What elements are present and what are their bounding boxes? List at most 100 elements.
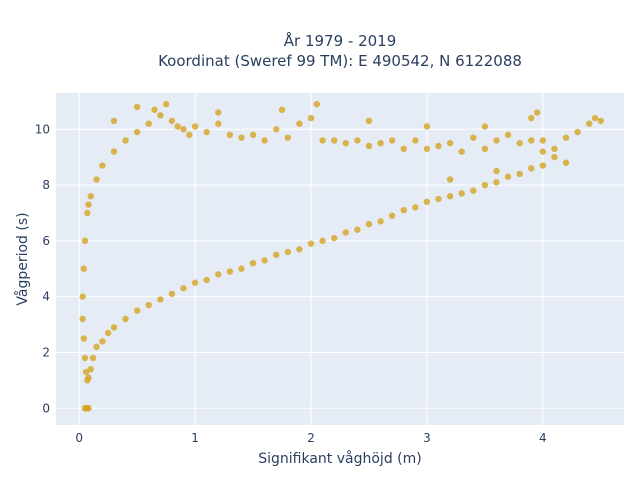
data-point [145, 120, 152, 127]
data-point [81, 354, 89, 362]
data-point [82, 368, 90, 376]
data-point [504, 173, 512, 180]
data-point [504, 131, 512, 139]
data-point [186, 131, 193, 139]
data-point [342, 140, 349, 147]
data-point [278, 106, 286, 113]
data-point [215, 271, 222, 278]
x-tick-label: 0 [75, 431, 83, 445]
data-point [79, 293, 86, 300]
data-point [81, 237, 89, 245]
data-point [89, 354, 97, 362]
data-point [458, 190, 465, 197]
data-point [470, 187, 477, 194]
data-point [87, 366, 94, 373]
data-point [145, 301, 152, 309]
data-point [157, 112, 164, 119]
data-point [400, 145, 407, 152]
chart-title-line1: År 1979 - 2019 [284, 31, 397, 50]
data-point [226, 131, 234, 139]
data-point [319, 137, 326, 144]
data-point [365, 142, 373, 150]
data-point [400, 206, 407, 214]
data-point [79, 315, 86, 323]
data-point [157, 296, 164, 303]
data-point [423, 123, 431, 130]
data-point [516, 170, 523, 178]
data-point [533, 109, 541, 116]
data-point [528, 137, 535, 144]
data-point [528, 165, 535, 172]
y-tick-label: 2 [42, 345, 50, 359]
data-point [586, 120, 593, 127]
data-point [435, 142, 442, 150]
data-point [238, 134, 245, 141]
data-point [481, 123, 489, 130]
data-point [377, 140, 384, 147]
data-point [551, 153, 558, 161]
data-point [388, 212, 396, 219]
tick-labels: 0 1 2 3 4 0 2 4 6 8 10 [35, 122, 547, 445]
data-point [85, 201, 92, 208]
data-point [226, 268, 234, 275]
data-point [80, 335, 88, 342]
data-point [331, 137, 338, 144]
data-point [423, 198, 431, 206]
data-point [99, 162, 106, 169]
data-point [284, 134, 292, 141]
data-point [273, 126, 280, 133]
data-point [458, 148, 465, 155]
data-point [203, 276, 210, 284]
data-point [377, 218, 384, 225]
y-tick-label: 0 [42, 401, 50, 415]
data-point [342, 229, 349, 236]
data-point [296, 120, 303, 127]
data-point [87, 193, 94, 200]
data-point [597, 117, 605, 125]
data-point [446, 140, 454, 147]
data-point [591, 114, 599, 122]
data-point [93, 343, 100, 351]
data-point [516, 140, 523, 147]
data-point [562, 159, 570, 166]
data-point [481, 145, 489, 152]
data-point [84, 209, 91, 217]
x-tick-label: 3 [423, 431, 431, 445]
data-point [354, 137, 361, 144]
data-point [284, 248, 292, 256]
data-point [80, 265, 88, 272]
x-tick-label: 4 [539, 431, 547, 445]
data-point [493, 137, 500, 144]
grid [56, 93, 624, 425]
data-point [446, 193, 454, 200]
data-point [412, 137, 419, 144]
data-point [151, 106, 158, 113]
data-point [273, 251, 280, 259]
data-point [388, 137, 396, 144]
data-point [85, 405, 92, 412]
data-point [162, 100, 170, 108]
data-point [191, 279, 199, 286]
x-axis-label: Signifikant våghöjd (m) [258, 450, 421, 467]
data-point [249, 259, 257, 267]
data-point [574, 128, 581, 136]
data-point [99, 338, 106, 345]
data-point [104, 329, 112, 337]
data-point [562, 134, 570, 141]
data-point [470, 134, 477, 141]
data-point [215, 109, 222, 116]
data-point [551, 145, 558, 152]
data-point [528, 114, 535, 122]
data-point [539, 148, 547, 155]
data-point [493, 179, 500, 186]
data-point [313, 100, 321, 108]
data-point [122, 137, 129, 144]
data-point [435, 195, 442, 203]
data-point [539, 162, 547, 169]
data-point [168, 117, 176, 125]
data-point [319, 237, 326, 245]
data-point [261, 137, 268, 144]
y-tick-label: 6 [42, 234, 50, 248]
